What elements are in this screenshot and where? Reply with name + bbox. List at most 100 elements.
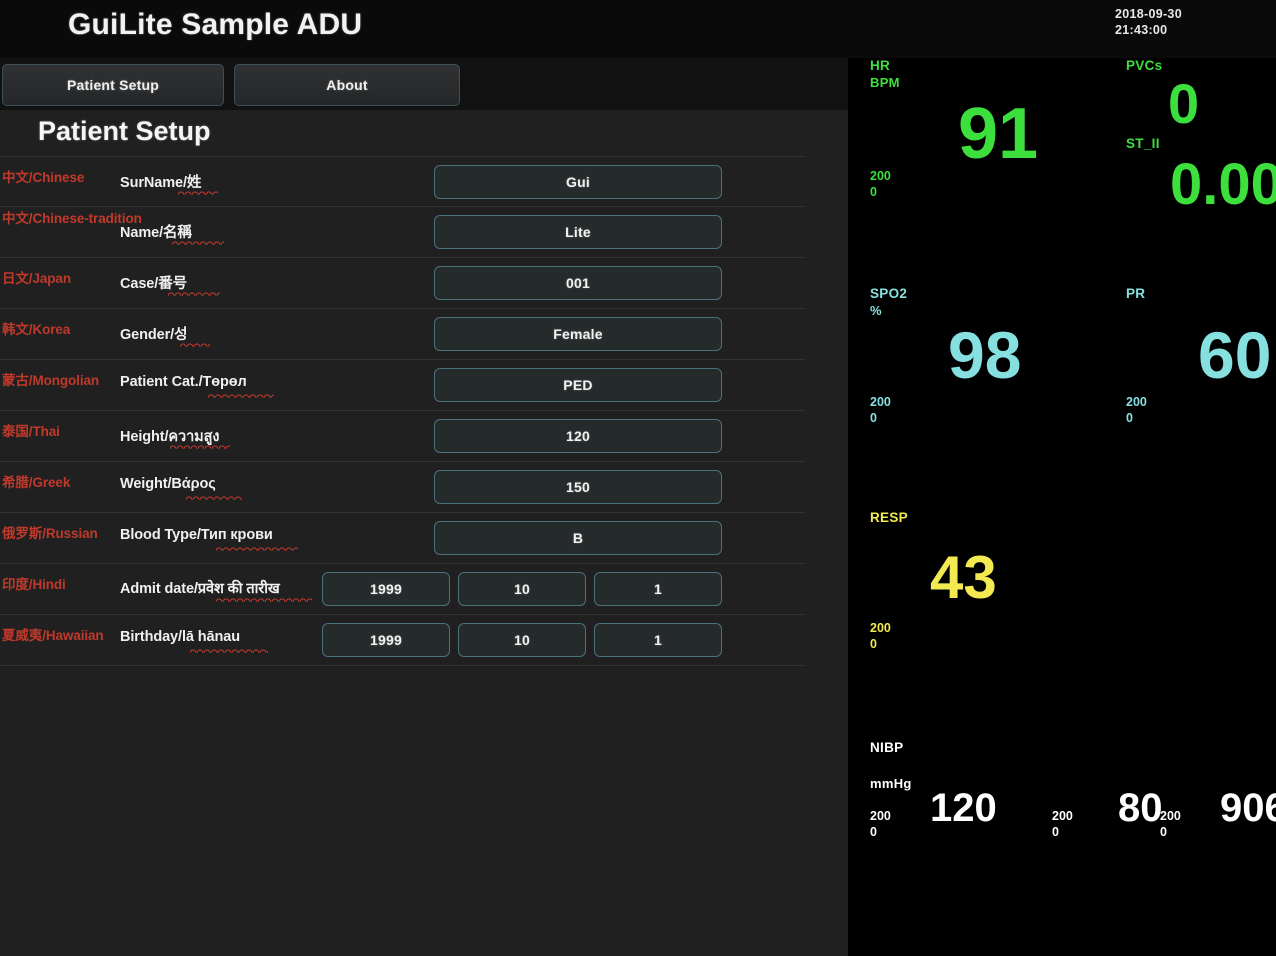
vital-range-limits: 200 0 [870, 620, 891, 652]
tab-about[interactable]: About [234, 64, 460, 106]
value-field[interactable]: 1999 [322, 572, 450, 606]
limit-high: 200 [870, 169, 891, 183]
field-label: Name/名稱 [120, 225, 192, 241]
value-field[interactable]: B [434, 521, 722, 555]
form-row: 俄罗斯/Russian Blood Type/Тип крови B [0, 513, 805, 564]
vital-value: 98 [948, 318, 1022, 392]
spellcheck-underline [172, 240, 224, 245]
panel-body: Patient Setup 中文/Chinese SurName/姓 Gui 中文/C… [0, 110, 848, 956]
value-field[interactable]: 10 [458, 572, 586, 606]
form-row: 中文/Chinese-tradition Name/名稱 Lite [0, 207, 805, 258]
patient-setup-panel: Patient Setup About Patient Setup 中文/Chin… [0, 58, 848, 956]
vital-unit: % [870, 303, 882, 318]
vital-name: ST_II [1126, 136, 1160, 151]
form-row: 蒙古/Mongolian Patient Cat./Төрөл PED [0, 360, 805, 411]
vital-range-limits: 200 0 [870, 168, 891, 200]
limit-high: 200 [870, 621, 891, 635]
limit-low: 0 [1052, 825, 1059, 839]
language-label: 俄罗斯/Russian [2, 526, 98, 541]
vital-unit: mmHg [870, 776, 912, 791]
vital-spo2: SPO2% 98 200 0 [870, 286, 1120, 476]
limit-high: 200 [1052, 809, 1073, 823]
vital-name: PR [1126, 286, 1146, 301]
vital-nibp: NIBP mmHg 120 200 0 80 200 0 906 200 0 [870, 740, 1276, 880]
vital-name: NIBP [870, 740, 904, 755]
limit-low: 0 [1160, 825, 1167, 839]
vital-resp: RESP 43 200 0 [870, 510, 1120, 700]
value-field[interactable]: 150 [434, 470, 722, 504]
nibp-reading-value: 80 [1118, 786, 1163, 830]
limit-high: 200 [870, 809, 891, 823]
clock: 2018-09-30 21:43:00 [1115, 6, 1182, 38]
field-label: SurName/姓 [120, 175, 202, 191]
form-row: 印度/Hindi Admit date/प्रवेश की तारीख 1999 10… [0, 564, 805, 615]
vital-value: 91 [958, 94, 1039, 174]
vital-pr: PR 60 200 0 [1126, 286, 1276, 476]
vital-name: SPO2 [870, 286, 908, 301]
value-field[interactable]: 1999 [322, 623, 450, 657]
value-field[interactable]: PED [434, 368, 722, 402]
vital-name: RESP [870, 510, 908, 525]
spellcheck-underline [168, 291, 220, 296]
value-field[interactable]: 120 [434, 419, 722, 453]
spellcheck-underline [216, 597, 312, 602]
limit-low: 0 [870, 637, 877, 651]
tab-bar: Patient Setup About [0, 58, 848, 110]
vital-value: 0.00 [1170, 152, 1276, 217]
field-label: Admit date/प्रवेश की तारीख [120, 581, 280, 597]
limit-low: 0 [870, 825, 877, 839]
language-label: 印度/Hindi [2, 577, 66, 592]
value-field[interactable]: 1 [594, 572, 722, 606]
clock-time: 21:43:00 [1115, 23, 1168, 37]
value-field[interactable]: Female [434, 317, 722, 351]
form-row: 希腊/Greek Weight/Βάρος 150 [0, 462, 805, 513]
tab-patient-setup[interactable]: Patient Setup [2, 64, 224, 106]
limit-high: 200 [1160, 809, 1181, 823]
value-field[interactable]: 001 [434, 266, 722, 300]
form-row: 韩文/Korea Gender/성 Female [0, 309, 805, 360]
form-row: 中文/Chinese SurName/姓 Gui [0, 156, 805, 207]
spellcheck-underline [216, 546, 298, 551]
vital-name: PVCs [1126, 58, 1163, 73]
vital-unit: BPM [870, 75, 900, 90]
vital-name: HR [870, 58, 891, 73]
patient-form: 中文/Chinese SurName/姓 Gui 中文/Chinese-traditi… [0, 156, 848, 666]
value-field[interactable]: Lite [434, 215, 722, 249]
limit-low: 0 [870, 411, 877, 425]
nibp-reading-value: 120 [930, 786, 997, 830]
app-title: GuiLite Sample ADU [68, 8, 363, 41]
spellcheck-underline [178, 190, 218, 195]
nibp-range-limits: 200 0 [870, 808, 891, 840]
vitals-monitor-panel: HR BPM 91 200 0 PVCs 0 ST_II 0.00 SPO2% 98 200 0 PR 60… [848, 58, 1276, 956]
vital-st-ii: ST_II 0.00 [1126, 136, 1276, 226]
limit-high: 200 [1126, 395, 1147, 409]
clock-date: 2018-09-30 [1115, 7, 1182, 21]
limit-low: 0 [1126, 411, 1133, 425]
spellcheck-underline [180, 342, 210, 347]
form-row: 日文/Japan Case/番号 001 [0, 258, 805, 309]
title-bar: GuiLite Sample ADU 2018-09-30 21:43:00 [0, 0, 1276, 58]
value-field[interactable]: 1 [594, 623, 722, 657]
vital-value: 60 [1198, 318, 1272, 392]
spellcheck-underline [170, 444, 230, 449]
spellcheck-underline [208, 393, 274, 398]
language-label: 希腊/Greek [2, 475, 71, 490]
spellcheck-underline [190, 648, 268, 653]
field-label: Height/ความสูง [120, 429, 220, 445]
page-title: Patient Setup [38, 116, 211, 146]
value-field[interactable]: Gui [434, 165, 722, 199]
vital-range-limits: 200 0 [1126, 394, 1147, 426]
vital-value: 43 [930, 544, 997, 611]
nibp-range-limits: 200 0 [1052, 808, 1073, 840]
language-label: 蒙古/Mongolian [2, 373, 100, 388]
language-label: 夏威夷/Hawaiian [2, 628, 104, 643]
vital-hr: HR BPM 91 200 0 [870, 58, 1120, 258]
language-label: 泰国/Thai [2, 424, 60, 439]
field-label: Birthday/lā hānau [120, 629, 240, 645]
form-row: 泰国/Thai Height/ความสูง 120 [0, 411, 805, 462]
form-row: 夏威夷/Hawaiian Birthday/lā hānau 1999 10 1 [0, 615, 805, 666]
value-field[interactable]: 10 [458, 623, 586, 657]
field-label: Gender/성 [120, 327, 188, 343]
language-label: 中文/Chinese [2, 170, 85, 185]
